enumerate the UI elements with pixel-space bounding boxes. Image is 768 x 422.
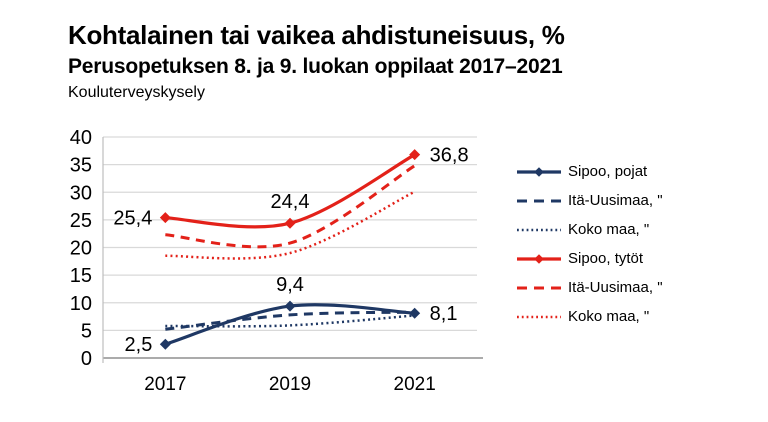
chart-subtitle: Perusopetuksen 8. ja 9. luokan oppilaat …	[68, 55, 563, 78]
marker-sipoo-tytot	[284, 217, 296, 229]
y-tick-label: 15	[70, 265, 92, 287]
legend: Sipoo, pojat Itä-Uusimaa, " Koko maa, " Sip…	[516, 157, 663, 331]
legend-label: Itä-Uusimaa, "	[568, 279, 663, 296]
y-tick-label: 10	[70, 293, 92, 315]
marker-sipoo-pojat	[284, 300, 296, 312]
y-tick-label: 0	[81, 348, 92, 370]
chart-source: Kouluterveyskysely	[68, 84, 205, 101]
legend-line-sample-icon	[517, 228, 561, 231]
legend-line-sample-icon	[517, 253, 561, 264]
legend-label: Sipoo, pojat	[568, 163, 648, 180]
data-label-sipoo-pojat: 9,4	[276, 274, 304, 296]
series-line-koko-maa-pojat	[165, 314, 415, 328]
legend-label: Koko maa, "	[568, 221, 650, 238]
y-tick-label: 20	[70, 238, 92, 260]
legend-item-ita-uusimaa-pojat: Itä-Uusimaa, "	[516, 186, 663, 215]
x-tick-label: 2017	[144, 374, 186, 395]
legend-line-sample-icon	[517, 166, 561, 177]
data-label-sipoo-tytot: 36,8	[430, 145, 469, 167]
chart-title: Kohtalainen tai vaikea ahdistuneisuus, %	[68, 20, 565, 50]
legend-label: Koko maa, "	[568, 308, 650, 325]
y-tick-label: 40	[70, 127, 92, 149]
y-tick-label: 35	[70, 155, 92, 177]
series-line-ita-uusimaa-pojat	[165, 310, 415, 331]
legend-item-sipoo-pojat: Sipoo, pojat	[516, 157, 663, 186]
data-label-sipoo-pojat: 8,1	[430, 303, 458, 325]
series-line-koko-maa-tytot	[165, 190, 416, 260]
y-tick-label: 5	[81, 320, 92, 342]
marker-sipoo-tytot	[409, 149, 421, 161]
chart-header: Kohtalainen tai vaikea ahdistuneisuus, %…	[68, 20, 565, 103]
y-tick-label: 25	[70, 210, 92, 232]
data-label-sipoo-tytot: 24,4	[271, 191, 310, 213]
marker-sipoo-pojat	[159, 338, 171, 350]
y-tick-label: 30	[70, 182, 92, 204]
series-line-ita-uusimaa-tytot	[165, 164, 416, 249]
legend-label: Itä-Uusimaa, "	[568, 192, 663, 209]
x-tick-label: 2019	[269, 374, 311, 395]
legend-item-koko-maa-pojat: Koko maa, "	[516, 215, 663, 244]
legend-label: Sipoo, tytöt	[568, 250, 644, 267]
data-label-sipoo-pojat: 2,5	[125, 334, 153, 356]
legend-line-sample-icon	[517, 315, 561, 318]
legend-item-sipoo-tytot: Sipoo, tytöt	[516, 244, 663, 273]
legend-diamond-icon	[534, 166, 544, 177]
legend-item-koko-maa-tytot: Koko maa, "	[516, 302, 663, 331]
legend-item-ita-uusimaa-tytot: Itä-Uusimaa, "	[516, 273, 663, 302]
legend-line-sample-icon	[517, 286, 561, 289]
legend-line-sample-icon	[517, 199, 561, 202]
marker-sipoo-tytot	[159, 212, 171, 224]
x-tick-label: 2021	[394, 374, 436, 395]
legend-diamond-icon	[534, 253, 544, 264]
data-label-sipoo-tytot: 25,4	[113, 208, 152, 230]
